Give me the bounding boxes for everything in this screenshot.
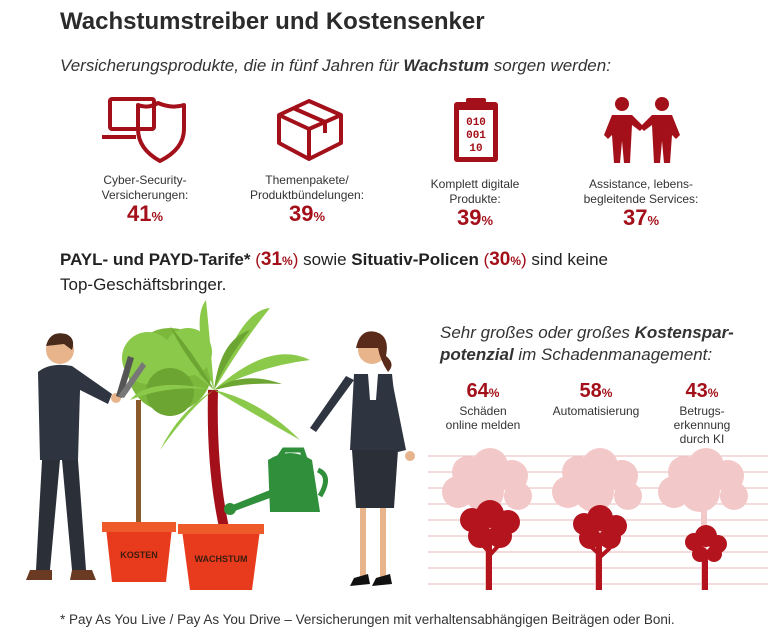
pot-kosten-label: KOSTEN [120,550,158,560]
pot-kosten: KOSTEN [102,522,176,582]
cost-title-bold1: Kostenspar- [634,323,734,342]
product-label-assistance: Assistance, lebens- begleitende Services… [566,177,716,207]
cost-label-line: Automatisierung [552,404,640,418]
tree-fraud [658,448,748,590]
tarife-close1: ) [292,250,299,269]
cost-trees-graphic [428,448,768,590]
watering-can [224,447,328,515]
tarife-part2: Situativ-Policen [351,250,479,269]
subtitle-pre: Versicherungsprodukte, die in fünf Jahre… [60,56,404,75]
tarife-close2: ) [521,250,527,269]
value-number: 41 [126,201,152,226]
tree-online [442,448,532,590]
tarife-part1: PAYL- und PAYD-Tarife* [60,250,251,269]
value-unit: % [601,386,613,400]
binary-clipboard-icon: 010 001 10 [454,98,498,162]
cost-label-line: durch KI [679,432,725,446]
cost-label-fraud: Betrugs- erkennung durch KI [647,404,757,446]
subtitle-bold: Wachstum [403,56,490,75]
value-number: 31 [260,249,283,270]
svg-text:010: 010 [466,117,486,129]
value-unit: % [647,213,660,228]
cost-label-line: Schäden [459,404,507,418]
gardener-figure [26,333,146,580]
product-label-bundles: Themenpakete/ Produktbündelungen: [232,173,382,203]
product-value-assistance: 37% [566,205,716,231]
tarife-mid: sowie [298,250,352,269]
businesswoman-figure [310,331,415,586]
cost-value-online: 64% [428,380,538,403]
product-value-cyber: 41% [70,201,220,227]
tree-automation [552,448,642,590]
tarife-value2: 30% [489,249,521,270]
tarife-post: sind keine [526,250,608,269]
page-title: Wachstumstreiber und Kostensenker [60,8,485,35]
cost-label-line: erkennung [673,418,731,432]
value-unit: % [151,209,164,224]
palm-plant [130,300,310,532]
value-unit: % [313,209,326,224]
tarife-open2: ( [478,250,490,269]
tarife-line2: Top-Geschäftsbringer. [60,275,227,294]
cost-title-bold2: potenzial [440,345,514,364]
growth-subtitle: Versicherungsprodukte, die in fünf Jahre… [60,56,611,76]
product-label-line: Assistance, lebens- [588,177,694,191]
product-label-line: Produktbündelungen: [249,188,365,202]
value-number: 58 [579,380,602,402]
value-number: 30 [489,249,511,270]
cost-title-pre: Sehr großes oder großes [440,323,635,342]
product-label-line: Themenpakete/ [265,173,349,187]
value-number: 39 [288,201,314,226]
product-label-line: Cyber-Security- [103,173,187,187]
handshake-people-icon [604,97,680,163]
svg-text:10: 10 [469,143,482,155]
shrub-plant [122,328,212,530]
product-value-bundles: 39% [232,201,382,227]
product-value-digital: 39% [400,205,550,231]
pot-wachstum-label: WACHSTUM [195,554,248,564]
tarife-value1: 31% [261,249,293,270]
product-label-line: Produkte: [449,192,501,206]
value-number: 39 [456,205,482,230]
product-label-cyber: Cyber-Security- Versicherungen: [70,173,220,203]
value-unit: % [707,386,719,400]
subtitle-post: sorgen werden: [489,56,611,75]
cost-value-fraud: 43% [647,380,757,403]
product-label-digital: Komplett digitale Produkte: [400,177,550,207]
value-unit: % [488,386,500,400]
product-label-line: begleitende Services: [583,192,699,206]
product-label-line: Komplett digitale [430,177,520,191]
product-label-line: Versicherungen: [101,188,189,202]
footnote: * Pay As You Live / Pay As You Drive – V… [60,612,675,627]
growth-cost-illustration: KOSTEN WACHSTUM [26,300,415,590]
value-unit: % [282,254,293,268]
cost-title: Sehr großes oder großes Kostenspar- pote… [440,322,760,366]
cost-title-post: im Schadenmanagement: [513,345,713,364]
value-number: 37 [622,205,648,230]
value-number: 64 [466,380,489,402]
tarife-statement: PAYL- und PAYD-Tarife* (31%) sowie Situa… [60,248,700,297]
cost-label-automation: Automatisierung [541,404,651,418]
value-unit: % [481,213,494,228]
cost-label-line: online melden [445,418,521,432]
laptop-shield-icon [102,97,186,163]
cost-label-online: Schäden online melden [428,404,538,432]
cost-label-line: Betrugs- [679,404,725,418]
tarife-open1: ( [250,250,261,269]
pot-wachstum: WACHSTUM [178,524,264,590]
cost-value-automation: 58% [541,380,651,403]
value-unit: % [510,254,522,268]
value-number: 43 [685,380,708,402]
box-icon [277,99,343,161]
svg-text:001: 001 [466,130,486,142]
